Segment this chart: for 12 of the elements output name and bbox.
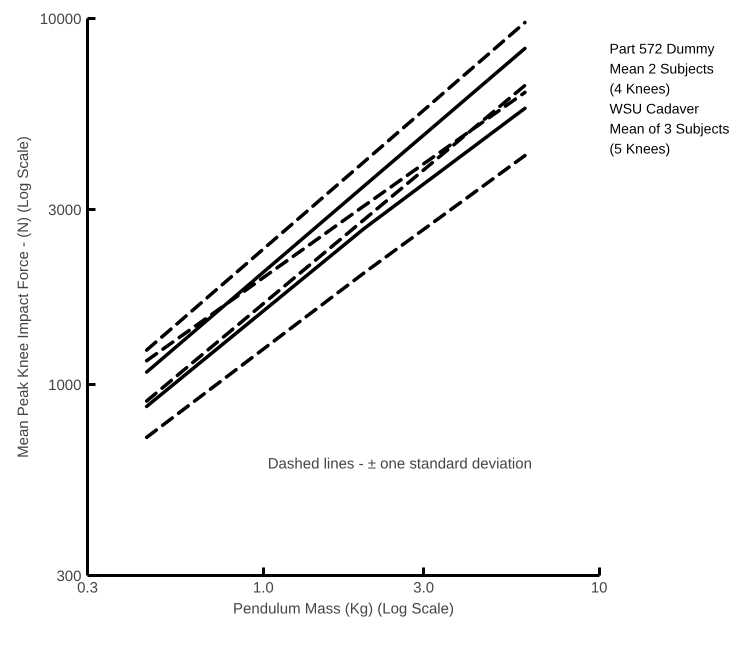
text: WSU Cadaver Mean of 3 Subjects (5 Knees) [610, 100, 730, 156]
annotation: Dashed lines - ± one standard deviation [268, 456, 532, 473]
x-tick-label: 0.3 [77, 580, 98, 596]
x-tick-label: 3.0 [413, 580, 434, 596]
y-axis-title: Mean Peak Knee Impact Force - (N) (Log Scale) [14, 136, 32, 458]
text: Part 572 Dummy Mean 2 Subjects (4 Knees) [610, 40, 715, 96]
y-tick-label: 10000 [40, 11, 82, 28]
x-tick-label: 10 [590, 580, 608, 596]
x-tick-label: 1.0 [252, 580, 274, 596]
x-axis-title: Pendulum Mass (Kg) (Log Scale) [233, 600, 454, 618]
y-tick-label: 1000 [48, 376, 82, 394]
y-tick-label: 3000 [48, 202, 82, 220]
